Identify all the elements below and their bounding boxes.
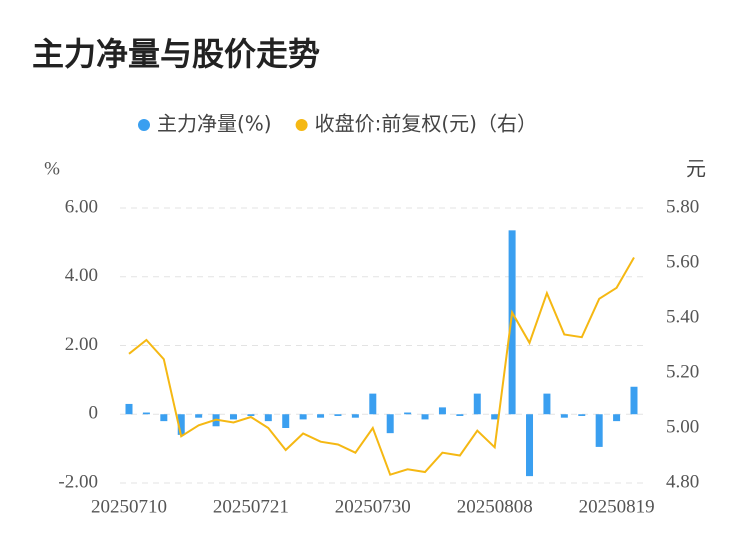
chart-title: 主力净量与股价走势 xyxy=(32,35,320,73)
bar xyxy=(229,414,237,420)
bar xyxy=(177,414,185,435)
x-tick-label: 20250730 xyxy=(335,496,411,517)
y-tick-label: 6.00 xyxy=(65,196,98,217)
legend-marker xyxy=(138,119,150,131)
y-tick-label: -2.00 xyxy=(58,471,98,492)
bar xyxy=(560,414,568,418)
bar xyxy=(160,414,168,422)
y2-tick-label: 4.80 xyxy=(666,471,699,492)
bar xyxy=(282,414,290,428)
legend-marker xyxy=(295,119,308,131)
y2-unit: 元 xyxy=(686,157,706,181)
bar xyxy=(299,414,307,420)
bar xyxy=(456,414,464,416)
bar xyxy=(386,414,394,434)
bar xyxy=(578,414,586,416)
bar xyxy=(421,414,429,420)
legend-label: 收盘价:前复权(元)（右） xyxy=(315,112,537,136)
bar xyxy=(595,414,603,447)
bar xyxy=(142,412,150,415)
x-tick-label: 20250710 xyxy=(91,496,167,517)
bar xyxy=(508,230,516,415)
price-line xyxy=(128,257,635,476)
y2-tick-label: 5.60 xyxy=(666,251,699,272)
bar xyxy=(334,414,342,416)
legend-label: 主力净量(%) xyxy=(157,112,272,136)
bar xyxy=(264,414,272,422)
y2-tick-label: 5.80 xyxy=(666,196,699,217)
y2-tick-label: 5.00 xyxy=(666,416,699,437)
bar xyxy=(491,414,499,420)
bar xyxy=(247,414,255,416)
bar xyxy=(125,403,133,415)
bar xyxy=(195,414,203,418)
y-tick-label: 4.00 xyxy=(65,265,98,286)
y-tick-label: 0 xyxy=(89,403,99,424)
y2-tick-label: 5.20 xyxy=(666,361,699,382)
bar xyxy=(630,386,638,415)
bar xyxy=(438,407,446,415)
bar xyxy=(473,393,481,415)
bar xyxy=(543,393,551,415)
bar xyxy=(613,414,621,422)
bar xyxy=(369,393,377,415)
bar xyxy=(317,414,325,418)
y2-tick-label: 5.40 xyxy=(666,306,699,327)
x-tick-label: 20250808 xyxy=(457,496,533,517)
y-tick-label: 2.00 xyxy=(65,334,98,355)
x-tick-label: 20250721 xyxy=(213,496,289,517)
bar xyxy=(526,414,534,477)
x-tick-label: 20250819 xyxy=(579,496,655,517)
bar xyxy=(404,412,412,415)
y-unit: % xyxy=(44,158,60,179)
bar xyxy=(351,414,359,418)
